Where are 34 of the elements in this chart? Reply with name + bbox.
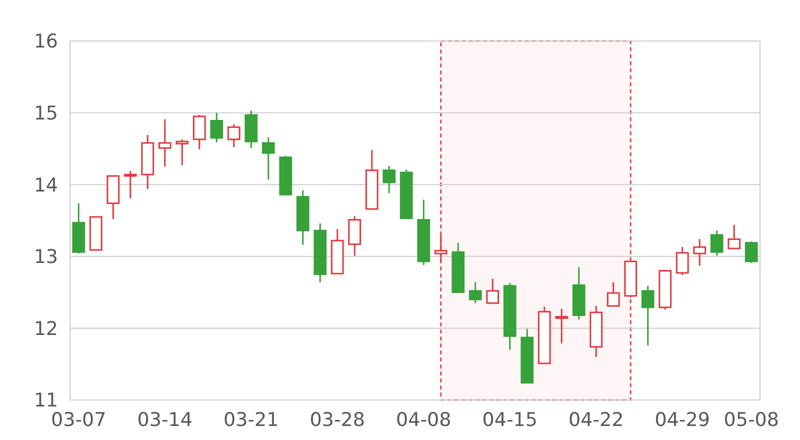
candlestick [555,308,568,344]
x-tick-label: 04-22 [568,409,624,431]
candlestick [486,278,500,304]
candlestick [728,224,741,250]
y-tick-label: 16 [34,30,58,53]
candlestick [210,112,224,143]
candlestick [124,170,137,199]
candlestick [382,165,396,194]
y-tick-label: 14 [34,174,58,196]
candlestick [158,118,172,168]
candlestick [262,136,275,180]
candlestick [641,285,654,346]
x-tick-label: 03-21 [224,409,279,431]
x-tick-label: 03-14 [137,409,192,431]
y-tick-label: 15 [34,102,58,124]
candlestick [468,282,482,304]
y-tick-label: 13 [34,246,58,268]
candlestick [176,138,189,166]
candlestick [693,238,706,266]
candlestick [744,240,758,264]
x-tick-label: 04-15 [482,409,538,431]
x-tick-label: 03-28 [310,409,365,431]
y-tick-label: 12 [34,318,58,340]
x-tick-label: 03-07 [51,409,106,431]
candlestick [227,124,240,148]
x-tick-label: 05-08 [724,409,779,431]
candlestick [192,114,206,150]
x-tick-label: 04-08 [396,409,452,431]
y-tick-label: 11 [34,390,58,412]
x-tick-label: 04-29 [654,409,710,431]
candlestick [676,246,689,276]
candlestick [710,230,724,256]
candlestick [434,234,448,262]
candlestick [606,282,620,307]
